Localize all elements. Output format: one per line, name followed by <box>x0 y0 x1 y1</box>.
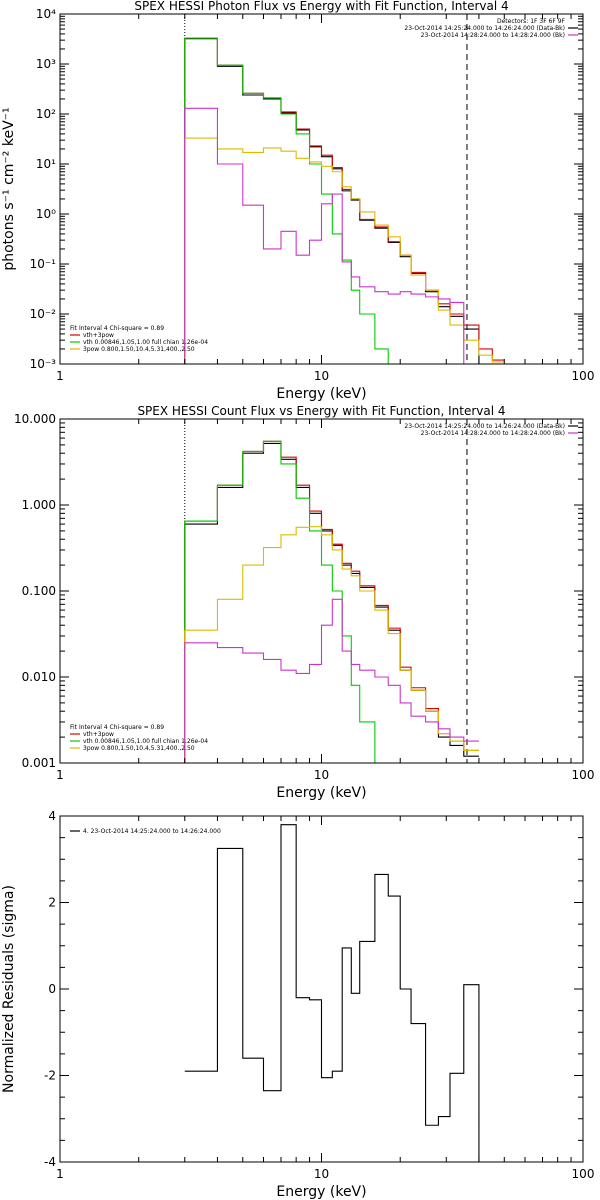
y-tick-label: 0.010 <box>22 670 56 684</box>
fit-legend-text: vth+3pow <box>83 332 114 339</box>
x-axis-label: Energy (keV) <box>276 785 366 801</box>
fit-legend-text: 3pow 0.800,1.50,10.4,5.31,400.,2.50 <box>83 346 195 353</box>
series-line-4 <box>184 137 505 364</box>
series-line-3 <box>184 440 389 763</box>
y-tick-label: 0.001 <box>22 756 56 770</box>
fit-legend-title: Fit Interval 4 Chi-square = 0.89 <box>70 325 164 332</box>
y-axis-label: photons s⁻¹ cm⁻² keV⁻¹ <box>1 107 17 270</box>
y-tick-label: 2 <box>48 896 56 910</box>
x-tick-label: 100 <box>572 768 595 782</box>
y-tick-label: 10³ <box>36 57 56 71</box>
y-tick-label: 1.000 <box>22 498 56 512</box>
y-tick-label: 10⁰ <box>36 207 56 221</box>
x-tick-label: 10 <box>314 768 329 782</box>
header-legend-text: 23-Oct-2014 14:25:24.000 to 14:26:24.000… <box>404 423 565 430</box>
series-group <box>184 824 480 1162</box>
header-legend-text: 23-Oct-2014 14:25:24.000 to 14:26:24.000… <box>404 25 565 32</box>
series-line-5 <box>184 598 479 763</box>
fit-legend-text: 3pow 0.800,1.50,10.4,5.31,400.,2.50 <box>83 745 195 752</box>
y-tick-label: 0.100 <box>22 584 56 598</box>
fit-legend-title: Fit Interval 4 Chi-square = 0.89 <box>70 724 164 731</box>
y-tick-label: -2 <box>44 1069 56 1083</box>
x-tick-label: 100 <box>572 1167 595 1181</box>
y-tick-label: 4 <box>48 809 56 823</box>
x-tick-label: 100 <box>572 369 595 383</box>
fit-legend-text: vth 0.00846,1.05,1.00 full chian 1.26e-0… <box>83 339 208 346</box>
x-axis-label: Energy (keV) <box>276 386 366 402</box>
plot-frame <box>59 418 584 764</box>
x-tick-label: 1 <box>56 369 64 383</box>
y-tick-label: 10⁴ <box>36 7 56 21</box>
header-legend-text: 4. 23-Oct-2014 14:25:24.000 to 14:26:24.… <box>83 828 221 835</box>
series-group <box>184 440 479 763</box>
y-tick-label: 10¹ <box>36 157 56 171</box>
y-axis-label: Normalized Residuals (sigma) <box>1 885 17 1093</box>
x-axis-label: Energy (keV) <box>276 1184 366 1200</box>
series-line-4 <box>184 526 479 763</box>
header-legend-text: 23-Oct-2014 14:28:24.000 to 14:28:24.000… <box>421 32 565 39</box>
x-tick-label: 1 <box>56 1167 64 1181</box>
y-tick-label: 10.000 <box>14 412 56 426</box>
chart-panel-3: 1 10 100 -4 -2 0 2 4 Energy (keV) Normalized Resi… <box>1 809 594 1200</box>
plot-frame <box>59 815 584 1163</box>
header-legend-text: 23-Oct-2014 14:28:24.000 to 14:28:24.000… <box>421 430 565 437</box>
y-tick-label: 10² <box>36 107 56 121</box>
y-tick-label: 10⁻³ <box>30 357 57 371</box>
fit-legend-text: vth+3pow <box>83 731 114 738</box>
series-group <box>184 37 505 364</box>
chart-panel-2: SPEX HESSI Count Flux vs Energy with Fit… <box>14 404 594 801</box>
y-tick-label: -4 <box>44 1155 56 1169</box>
chart-panel-1: SPEX HESSI Photon Flux vs Energy with Fi… <box>1 0 594 402</box>
chart-title: SPEX HESSI Photon Flux vs Energy with Fi… <box>134 0 508 13</box>
series-line-1 <box>184 824 480 1162</box>
y-tick-label: 10⁻¹ <box>30 257 57 271</box>
x-tick-label: 1 <box>56 768 64 782</box>
series-line-5 <box>184 107 465 364</box>
header-legend-text: Detectors: 1F 3F 6F 9F <box>497 18 566 25</box>
y-tick-label: 10⁻² <box>30 307 57 321</box>
x-tick-label: 10 <box>314 369 329 383</box>
x-tick-label: 10 <box>314 1167 329 1181</box>
fit-legend-text: vth 0.00846,1.05,1.00 full chian 1.26e-0… <box>83 738 208 745</box>
chart-title: SPEX HESSI Count Flux vs Energy with Fit… <box>137 404 505 418</box>
series-line-3 <box>184 37 389 364</box>
y-tick-label: 0 <box>48 982 56 996</box>
